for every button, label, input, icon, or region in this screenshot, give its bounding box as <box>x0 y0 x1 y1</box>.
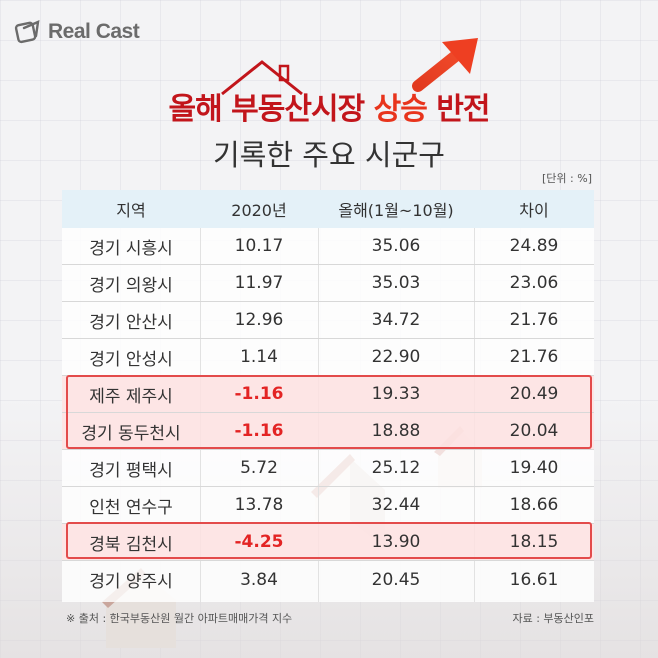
logo-text: Real Cast <box>48 20 140 43</box>
cell-diff: 18.15 <box>509 532 559 552</box>
cell-2020: -4.25 <box>234 532 284 552</box>
table-row: 인천 연수구 13.78 32.44 18.66 <box>62 487 594 524</box>
table-row: 경기 안성시 1.14 22.90 21.76 <box>62 339 594 376</box>
table-row: 경기 안산시 12.96 34.72 21.76 <box>62 302 594 339</box>
source-note: 자료 : 부동산인포 <box>512 612 594 625</box>
cell-region: 경기 평택시 <box>89 460 173 481</box>
cell-region: 경기 양주시 <box>89 572 173 592</box>
unit-label: [단위 : %] <box>542 172 592 185</box>
table-row: 경기 의왕시 11.97 35.03 23.06 <box>62 265 594 302</box>
cell-region: 인천 연수구 <box>89 497 173 518</box>
cell-2020: 13.78 <box>234 495 284 515</box>
cell-diff: 21.76 <box>509 347 559 367</box>
page-subtitle: 기록한 주요 시군구 <box>213 138 445 172</box>
cell-ytd: 13.90 <box>371 532 421 552</box>
table-row: 경기 양주시 3.84 20.45 16.61 <box>62 561 594 598</box>
cell-2020: -1.16 <box>234 421 284 441</box>
cell-diff: 20.04 <box>509 421 559 441</box>
footnote: ※ 출처 : 한국부동산원 월간 아파트매매가격 지수 <box>66 612 293 625</box>
up-arrow-icon <box>412 38 478 92</box>
cell-2020: 5.72 <box>240 458 278 478</box>
cell-2020: 1.14 <box>240 347 278 367</box>
cell-ytd: 20.45 <box>371 569 421 590</box>
table-header: 지역 2020년 올해(1월~10월) 차이 <box>62 190 594 228</box>
cell-2020: 12.96 <box>234 310 284 330</box>
cell-region: 경기 동두천시 <box>81 423 181 444</box>
cell-ytd: 18.88 <box>371 421 421 441</box>
cell-ytd: 32.44 <box>371 495 421 515</box>
cell-region: 경기 안산시 <box>89 312 173 333</box>
table-row: 경북 김천시 -4.25 13.90 18.15 <box>62 524 594 561</box>
cell-diff: 21.76 <box>509 310 559 330</box>
header-2020: 2020년 <box>231 201 287 220</box>
table-body: 경기 시흥시 10.17 35.06 24.89 경기 의왕시 11.97 35.03 23.… <box>62 228 594 598</box>
cell-diff: 20.49 <box>509 384 559 404</box>
cell-2020: 3.84 <box>240 569 278 590</box>
table-row: 제주 제주시 -1.16 19.33 20.49 <box>62 376 594 413</box>
table-row: 경기 시흥시 10.17 35.06 24.89 <box>62 228 594 265</box>
house-roof-icon <box>221 60 303 96</box>
realcast-logo-icon <box>14 20 40 44</box>
cell-ytd: 25.12 <box>371 458 421 478</box>
cell-2020: -1.16 <box>234 384 284 404</box>
table-row: 경기 동두천시 -1.16 18.88 20.04 <box>62 413 594 450</box>
table-row: 경기 평택시 5.72 25.12 19.40 <box>62 450 594 487</box>
header-ytd: 올해(1월~10월) <box>338 201 454 220</box>
header-region: 지역 <box>116 201 146 220</box>
cell-ytd: 35.03 <box>371 273 421 293</box>
cell-diff: 19.40 <box>509 458 559 478</box>
logo: Real Cast <box>14 18 140 46</box>
cell-region: 경북 김천시 <box>89 534 173 555</box>
cell-2020: 10.17 <box>234 236 284 256</box>
header-diff: 차이 <box>519 201 549 220</box>
data-table: 지역 2020년 올해(1월~10월) 차이 경기 시흥시 10.17 35.06 2… <box>62 190 594 602</box>
title-part-3: 반전 <box>426 92 490 127</box>
cell-diff: 24.89 <box>509 236 559 256</box>
title-block: 올해 부동산시장 상승 반전 기록한 주요 시군구 <box>0 84 658 174</box>
cell-ytd: 35.06 <box>371 236 421 256</box>
cell-ytd: 22.90 <box>371 347 421 367</box>
cell-ytd: 19.33 <box>371 384 421 404</box>
title-part-2: 상승 <box>373 92 428 127</box>
title-part-1: 올해 부동산시장 <box>168 92 374 127</box>
cell-diff: 16.61 <box>509 569 559 590</box>
cell-region: 제주 제주시 <box>89 386 173 407</box>
cell-ytd: 34.72 <box>371 310 421 330</box>
cell-region: 경기 안성시 <box>89 349 173 370</box>
cell-region: 경기 시흥시 <box>89 238 173 259</box>
cell-diff: 23.06 <box>509 273 559 293</box>
cell-region: 경기 의왕시 <box>89 275 173 296</box>
cell-diff: 18.66 <box>509 495 559 515</box>
page-title: 올해 부동산시장 상승 반전 <box>168 84 491 128</box>
cell-2020: 11.97 <box>234 273 284 293</box>
